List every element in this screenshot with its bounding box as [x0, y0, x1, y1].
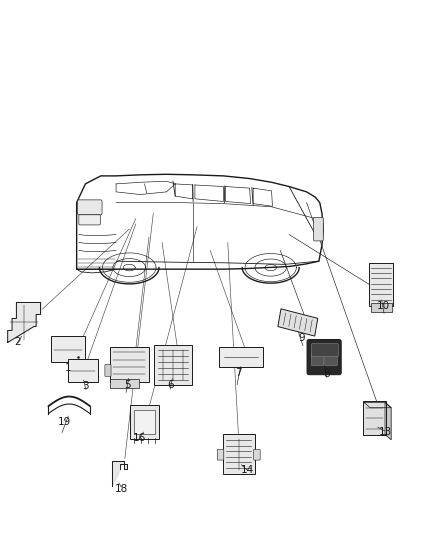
Polygon shape — [305, 318, 307, 331]
FancyBboxPatch shape — [154, 345, 192, 385]
Text: 6: 6 — [167, 380, 174, 390]
FancyBboxPatch shape — [134, 410, 155, 434]
Polygon shape — [310, 320, 312, 332]
FancyBboxPatch shape — [278, 309, 318, 336]
Text: 2: 2 — [14, 337, 21, 347]
FancyBboxPatch shape — [363, 401, 386, 435]
FancyBboxPatch shape — [325, 353, 337, 366]
FancyBboxPatch shape — [369, 263, 393, 306]
FancyBboxPatch shape — [110, 379, 139, 388]
FancyBboxPatch shape — [223, 434, 255, 474]
Text: 1: 1 — [64, 363, 71, 373]
FancyBboxPatch shape — [311, 344, 338, 357]
Text: 10: 10 — [377, 302, 390, 311]
Text: 14: 14 — [241, 465, 254, 475]
Polygon shape — [364, 402, 391, 408]
Polygon shape — [112, 461, 127, 486]
Text: 7: 7 — [235, 368, 242, 378]
FancyBboxPatch shape — [50, 336, 85, 362]
Polygon shape — [289, 314, 291, 327]
FancyBboxPatch shape — [314, 217, 323, 241]
Polygon shape — [8, 302, 40, 342]
Text: 19: 19 — [58, 417, 71, 427]
FancyBboxPatch shape — [219, 348, 263, 367]
FancyBboxPatch shape — [110, 346, 149, 383]
FancyBboxPatch shape — [78, 200, 102, 215]
Text: 5: 5 — [124, 380, 131, 390]
FancyBboxPatch shape — [105, 365, 111, 376]
Text: 3: 3 — [82, 382, 89, 391]
FancyBboxPatch shape — [217, 449, 224, 460]
FancyBboxPatch shape — [307, 340, 341, 375]
FancyBboxPatch shape — [79, 215, 100, 225]
Text: 8: 8 — [323, 369, 330, 379]
FancyBboxPatch shape — [68, 359, 98, 382]
Text: 18: 18 — [115, 484, 128, 494]
FancyBboxPatch shape — [371, 303, 392, 312]
Polygon shape — [300, 317, 302, 329]
Text: 9: 9 — [298, 334, 305, 343]
FancyBboxPatch shape — [130, 405, 159, 439]
FancyBboxPatch shape — [311, 353, 324, 366]
Polygon shape — [385, 402, 391, 440]
Text: 13: 13 — [379, 427, 392, 437]
Text: 16: 16 — [133, 433, 146, 443]
FancyBboxPatch shape — [254, 449, 260, 460]
Polygon shape — [294, 316, 296, 328]
Polygon shape — [283, 313, 286, 325]
